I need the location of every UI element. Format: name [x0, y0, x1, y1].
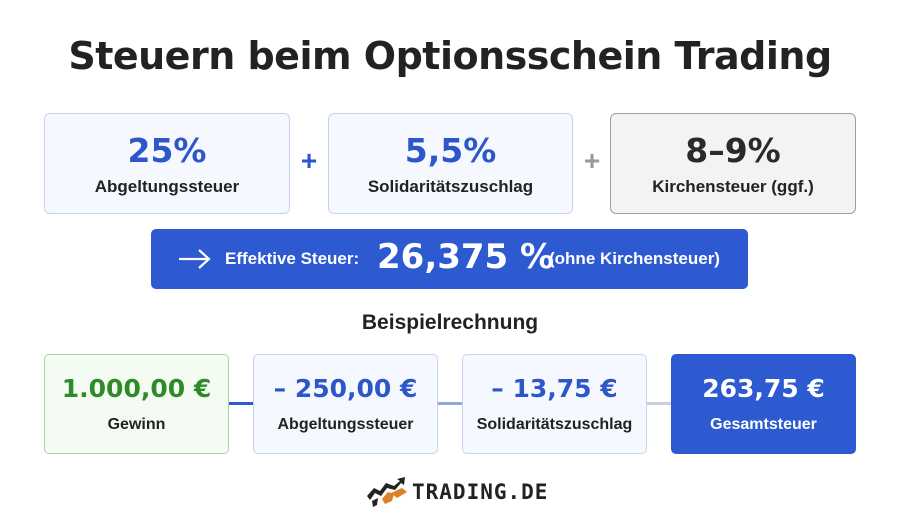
plus-operator: + [300, 145, 318, 176]
rate-card-solidaritaetszuschlag: 5,5% Solidaritätszuschlag [328, 113, 573, 214]
calc-card-gesamtsteuer: 263,75 € Gesamtsteuer [671, 354, 856, 454]
bull-icon [367, 477, 407, 507]
calc-label: Gesamtsteuer [710, 416, 817, 433]
connector-line [437, 402, 463, 405]
rate-value: 5,5% [404, 130, 497, 170]
logo-text: TRADING.DE [412, 480, 549, 504]
calc-value: – 250,00 € [273, 374, 418, 403]
calc-value: – 13,75 € [491, 374, 618, 403]
rate-label: Kirchensteuer (ggf.) [652, 176, 814, 196]
calc-card-abgeltungssteuer: – 250,00 € Abgeltungssteuer [253, 354, 438, 454]
trading-de-logo: TRADING.DE [364, 474, 548, 510]
connector-line [228, 402, 254, 405]
example-title: Beispielrechnung [361, 311, 539, 334]
page-title: Steuern beim Optionsschein Trading [68, 34, 832, 78]
calc-card-solidaritaetszuschlag: – 13,75 € Solidaritätszuschlag [462, 354, 647, 454]
effective-tax-note: (ohne Kirchensteuer) [549, 249, 720, 268]
arrow-right-icon [179, 249, 211, 269]
rate-label: Solidaritätszuschlag [367, 176, 534, 196]
connector-line [646, 402, 672, 405]
calc-label: Solidaritätszuschlag [476, 416, 633, 433]
calc-card-gewinn: 1.000,00 € Gewinn [44, 354, 229, 454]
calc-value: 1.000,00 € [61, 374, 212, 403]
rate-card-kirchensteuer: 8–9% Kirchensteuer (ggf.) [610, 113, 856, 214]
effective-tax-banner: Effektive Steuer: 26,375 % (ohne Kirchen… [151, 229, 748, 289]
effective-tax-value: 26,375 % [377, 237, 555, 277]
rate-value: 8–9% [685, 130, 781, 170]
plus-operator: + [583, 145, 601, 176]
rate-label: Abgeltungssteuer [94, 176, 240, 196]
rate-value: 25% [127, 130, 207, 170]
calc-value: 263,75 € [702, 374, 825, 403]
rate-card-abgeltungssteuer: 25% Abgeltungssteuer [44, 113, 290, 214]
calc-label: Abgeltungssteuer [277, 416, 414, 433]
calc-label: Gewinn [107, 416, 166, 433]
effective-tax-label: Effektive Steuer: [225, 249, 360, 268]
